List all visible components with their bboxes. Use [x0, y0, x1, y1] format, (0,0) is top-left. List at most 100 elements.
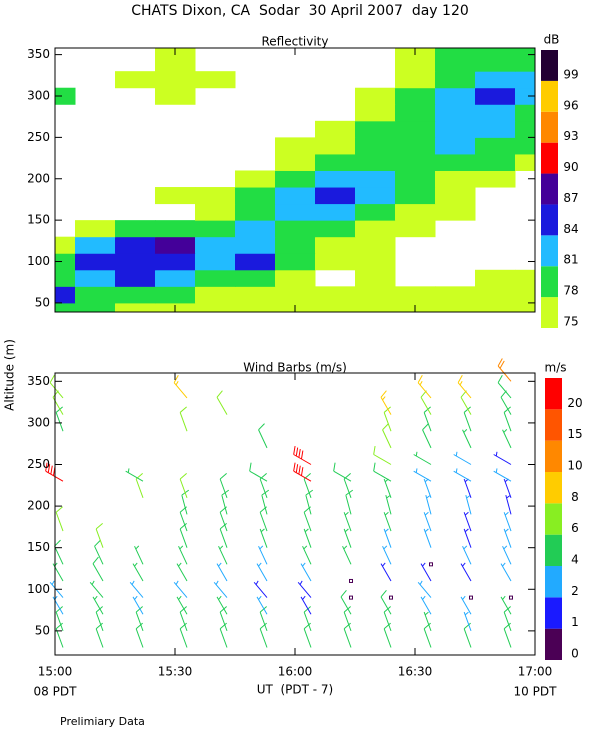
contour-cell: [515, 137, 536, 155]
contour-cell: [275, 253, 316, 271]
colorbar-label: 10: [567, 459, 582, 473]
contour-cell: [235, 187, 276, 205]
wind-barb: [219, 522, 228, 548]
contour-cell: [155, 220, 196, 238]
colorbar-segment: [541, 266, 558, 298]
contour-cell: [515, 48, 536, 72]
colorbar-segment: [545, 534, 562, 566]
contour-cell: [355, 87, 396, 105]
colorbar-segment: [541, 235, 558, 267]
wind-barb: [460, 595, 472, 615]
contour-cell: [515, 286, 536, 304]
wind-barb: [423, 611, 432, 632]
contour-cell: [395, 220, 436, 238]
contour-cell: [475, 137, 516, 155]
y-tick-label: 150: [27, 540, 50, 554]
contour-cell: [55, 87, 76, 105]
wind-barb: [380, 562, 392, 582]
wind-barb: [179, 406, 188, 432]
calm-marker: [389, 595, 393, 600]
contour-cell: [355, 236, 396, 254]
wind-barb: [253, 580, 268, 598]
wind-barb: [503, 478, 512, 498]
contour-cell: [475, 286, 516, 304]
y-tick-label: 50: [35, 623, 50, 637]
colorbar-label: 2: [571, 584, 579, 598]
y-tick-label: 100: [27, 582, 50, 596]
wind-barb: [497, 374, 512, 399]
contour-cell: [195, 203, 236, 221]
wind-barb: [303, 622, 312, 648]
wind-barb: [503, 511, 512, 532]
contour-cell: [355, 203, 396, 221]
wind-barb: [422, 423, 432, 449]
wind-barb: [420, 595, 432, 615]
contour-cell: [395, 120, 436, 138]
wind-barb: [179, 522, 188, 548]
wind-barb: [219, 606, 228, 632]
colorbar-segment: [545, 503, 562, 535]
wind-barb: [462, 545, 472, 565]
contour-cell: [55, 269, 76, 287]
x-tick-label: 15:30: [158, 665, 193, 679]
contour-cell: [395, 104, 436, 122]
colorbar-segment: [541, 111, 558, 143]
contour-cell: [235, 236, 276, 254]
wind-barb: [132, 595, 144, 615]
colorbar-label: 96: [563, 98, 578, 112]
contour-cell: [515, 71, 536, 89]
wind-barb: [373, 445, 392, 465]
contour-cell: [355, 302, 396, 313]
wind-barb: [95, 522, 104, 548]
contour-cell: [155, 187, 196, 205]
wind-barb: [503, 528, 512, 548]
wind-barb: [256, 595, 268, 615]
contour-cell: [355, 153, 396, 171]
y-tick-label: 250: [27, 457, 50, 471]
contour-cell: [435, 187, 476, 205]
contour-cell: [195, 269, 236, 287]
wind-barb: [216, 562, 228, 582]
contour-cell: [395, 137, 436, 155]
wind-barb: [259, 622, 268, 648]
contour-cell: [515, 120, 536, 138]
contour-cell: [355, 137, 396, 155]
y-tick-label: 300: [27, 415, 50, 429]
contour-cell: [275, 236, 316, 254]
contour-cell: [75, 236, 116, 254]
calm-marker: [349, 578, 353, 583]
wind-barb: [219, 473, 228, 498]
contour-cell: [115, 302, 156, 313]
contour-cell: [235, 302, 276, 313]
x-tick-label: 16:00: [278, 665, 313, 679]
contour-cell: [115, 236, 156, 254]
contour-cell: [115, 220, 156, 238]
wind-barb: [343, 511, 352, 532]
wind-barb: [134, 545, 144, 565]
wind-barb: [500, 595, 512, 615]
colorbar-segment: [541, 297, 558, 328]
contour-cell: [275, 153, 316, 171]
wind-barb: [502, 429, 512, 449]
wind-barb: [135, 622, 144, 648]
panel-title: Reflectivity: [261, 35, 328, 49]
contour-cell: [75, 269, 116, 287]
y-tick-label: 50: [35, 295, 50, 309]
wind-barb: [423, 406, 432, 432]
wind-barb: [173, 580, 188, 598]
wind-barb: [55, 506, 64, 532]
contour-cell: [475, 170, 516, 188]
y-axis-label: Altitude (m): [3, 339, 17, 411]
contour-cell: [435, 170, 476, 188]
colorbar-label: 99: [563, 67, 578, 81]
contour-cell: [395, 170, 436, 188]
colorbar-segment: [545, 597, 562, 629]
contour-cell: [435, 286, 476, 304]
contour-cell: [235, 253, 276, 271]
contour-cell: [475, 87, 516, 105]
contour-cell: [75, 286, 116, 304]
wind-barb: [380, 590, 392, 615]
contour-cell: [355, 253, 396, 271]
wind-barb: [385, 494, 392, 515]
colorbar-label: 84: [563, 222, 578, 236]
